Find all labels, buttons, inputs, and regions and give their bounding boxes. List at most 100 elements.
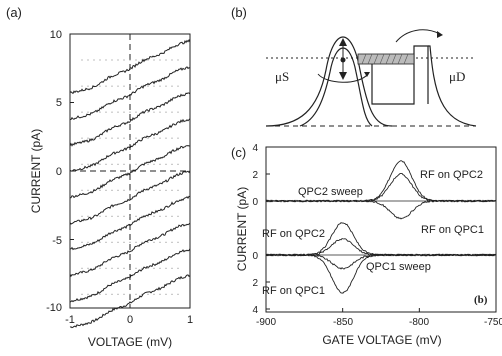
panel-c-xtick: -750 bbox=[484, 317, 502, 328]
panel-a-grid-dot bbox=[93, 267, 95, 269]
panel-a-grid-dot bbox=[111, 85, 113, 87]
panel-a-ytick: -5 bbox=[52, 235, 62, 247]
panel-c-ytick: 0 bbox=[252, 251, 258, 262]
panel-a-grid-dot bbox=[141, 189, 143, 191]
panel-a-grid-dot bbox=[105, 215, 107, 217]
rf-qpc1-bottom-label: RF on QPC1 bbox=[262, 285, 325, 297]
panel-a-grid-dot bbox=[99, 85, 101, 87]
panel-a-grid-dot bbox=[165, 163, 167, 165]
hatch-lines bbox=[361, 53, 409, 65]
panel-a-grid-dot bbox=[105, 59, 107, 61]
panel-a-iv-curve bbox=[69, 92, 191, 147]
panel-a-grid-dot bbox=[123, 215, 125, 217]
panel-a-grid-dot bbox=[129, 189, 131, 191]
panel-a-ytick: 5 bbox=[56, 97, 62, 109]
panel-a-grid-dot bbox=[171, 59, 173, 61]
panel-a-grid-dot bbox=[165, 241, 167, 243]
panel-c-xtick: -800 bbox=[409, 317, 429, 328]
tunnel-arrow-right-head bbox=[437, 31, 443, 38]
panel-a-grid-dot bbox=[165, 267, 167, 269]
panel-a-grid-dot bbox=[81, 241, 83, 243]
panel-c-plot bbox=[265, 146, 497, 313]
panel-a-grid-dot bbox=[93, 59, 95, 61]
panel-a-grid-dot bbox=[81, 293, 83, 295]
panel-a-grid-dot bbox=[171, 241, 173, 243]
rf-qpc2-top-label: RF on QPC2 bbox=[420, 169, 483, 181]
panel-a-grid-dot bbox=[153, 267, 155, 269]
qpc1-barrier-outer bbox=[265, 36, 393, 127]
panel-a-grid-dot bbox=[159, 59, 161, 61]
panel-a-grid-dot bbox=[105, 111, 107, 113]
panel-a-grid-dot bbox=[93, 137, 95, 139]
panel-c-ytick: 4 bbox=[252, 305, 258, 316]
panel-c-ylabel: CURRENT (pA) bbox=[235, 187, 249, 271]
panel-a-grid-dot bbox=[129, 111, 131, 113]
qpc1-sweep-label: QPC1 sweep bbox=[366, 261, 431, 273]
panel-a-grid-dot bbox=[177, 293, 179, 295]
panel-a-grid-dot bbox=[171, 163, 173, 165]
panel-a-grid-dot bbox=[105, 137, 107, 139]
panel-a-iv-curve bbox=[69, 222, 191, 278]
panel-a-grid-dot bbox=[147, 85, 149, 87]
panel-a-ytick: 10 bbox=[50, 29, 62, 41]
panel-a-plot bbox=[69, 33, 191, 329]
panel-a-ytick: 0 bbox=[56, 166, 62, 178]
panel-a-grid-dot bbox=[87, 163, 89, 165]
panel-a-grid-dot bbox=[165, 111, 167, 113]
panel-a-grid-dot bbox=[117, 163, 119, 165]
panel-a-grid-dot bbox=[87, 293, 89, 295]
panel-a-grid-dot bbox=[99, 189, 101, 191]
panel-a-xtick: -1 bbox=[65, 314, 75, 326]
panel-a-grid-dot bbox=[153, 59, 155, 61]
panel-a-grid-dot bbox=[177, 85, 179, 87]
panel-c-corner-label: (b) bbox=[474, 294, 488, 306]
mu-source-label: μS bbox=[275, 69, 289, 84]
panel-a-grid-dot bbox=[171, 215, 173, 217]
panel-a-grid-dot bbox=[135, 85, 137, 87]
panel-label-a: (a) bbox=[6, 5, 22, 20]
panel-a-grid-dot bbox=[111, 241, 113, 243]
panel-a-grid-dot bbox=[111, 137, 113, 139]
panel-a-grid-dot bbox=[105, 293, 107, 295]
panel-c-peak-curve bbox=[265, 238, 497, 257]
panel-a-grid-dot bbox=[99, 111, 101, 113]
panel-a-iv-curve bbox=[70, 66, 191, 120]
dot-electron bbox=[340, 57, 346, 63]
panel-a-grid-dot bbox=[81, 189, 83, 191]
panel-a-grid-dot bbox=[159, 215, 161, 217]
qpc1-barrier-inner bbox=[299, 47, 373, 127]
panel-a-grid-dot bbox=[117, 241, 119, 243]
panel-c-ytick: 2 bbox=[252, 170, 258, 181]
panel-a-grid-dot bbox=[177, 137, 179, 139]
panel-a-grid-dot bbox=[111, 215, 113, 217]
panel-a-grid-dot bbox=[135, 189, 137, 191]
panel-a-grid-dot bbox=[147, 293, 149, 295]
panel-a-iv-curve bbox=[69, 195, 191, 251]
panel-a-grid-dot bbox=[135, 215, 137, 217]
panel-c-ytick: 2 bbox=[252, 278, 258, 289]
panel-a-iv-curve bbox=[69, 170, 191, 225]
panel-a-grid-dot bbox=[105, 85, 107, 87]
panel-a-grid-dot bbox=[147, 59, 149, 61]
panel-a-grid-dot bbox=[165, 293, 167, 295]
panel-a-grid-dot bbox=[123, 267, 125, 269]
panel-a-grid-dot bbox=[87, 111, 89, 113]
panel-a-grid-dot bbox=[81, 267, 83, 269]
panel-a-grid-dot bbox=[129, 293, 131, 295]
panel-a-grid-dot bbox=[123, 293, 125, 295]
panel-a-grid-dot bbox=[105, 267, 107, 269]
panel-a-grid-dot bbox=[147, 267, 149, 269]
panel-a-grid-dot bbox=[111, 111, 113, 113]
panel-a-grid-dot bbox=[159, 189, 161, 191]
panel-a-grid-dot bbox=[171, 189, 173, 191]
panel-a-grid-dot bbox=[117, 293, 119, 295]
panel-a-grid-dot bbox=[135, 163, 137, 165]
panel-a-grid-dot bbox=[129, 85, 131, 87]
panel-a-grid-dot bbox=[159, 85, 161, 87]
mu-drain-label: μD bbox=[449, 69, 465, 84]
panel-a-grid-dot bbox=[171, 85, 173, 87]
panel-a-grid-dot bbox=[129, 137, 131, 139]
panel-a-grid-dot bbox=[159, 293, 161, 295]
panel-a-grid-dot bbox=[135, 59, 137, 61]
panel-a-ylabel: CURRENT (pA) bbox=[29, 129, 43, 213]
